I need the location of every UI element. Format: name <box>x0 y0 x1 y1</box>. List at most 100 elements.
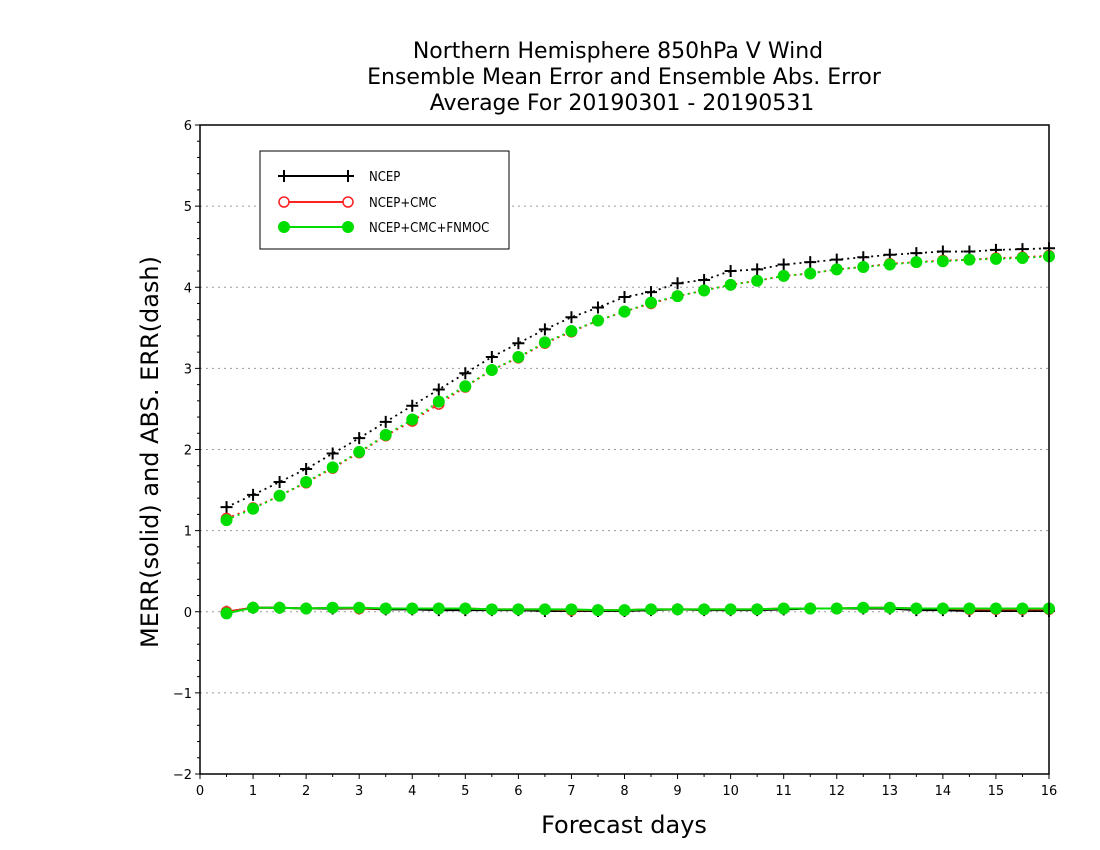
ncep-cmc-fnmoc-abs-err-point <box>512 351 525 364</box>
axis-ticks <box>195 124 1050 779</box>
ncep-cmc-fnmoc-abs-err-point <box>989 252 1002 265</box>
ncep-cmc-fnmoc-mean-err-point <box>565 603 578 616</box>
ncep-cmc-fnmoc-mean-err-point <box>698 603 711 616</box>
x-axis-label: Forecast days <box>541 811 707 839</box>
x-tick-label: 10 <box>722 784 739 799</box>
x-tick-label: 7 <box>567 784 575 799</box>
grid-lines <box>200 205 1049 694</box>
ncep-cmc-fnmoc-mean-err-point <box>618 604 631 617</box>
chart-title-line-3: Average For 20190301 - 20190531 <box>430 91 815 116</box>
ncep-abs-err-point <box>485 351 498 364</box>
ncep-cmc-fnmoc-abs-err-point <box>857 260 870 273</box>
ncep-cmc-fnmoc-abs-err-point <box>247 502 260 515</box>
ncep-cmc-fnmoc-abs-err-line <box>226 255 1050 521</box>
y-tick-label: −2 <box>173 768 192 783</box>
ncep-cmc-fnmoc-abs-err-point <box>485 363 498 376</box>
ncep-cmc-fnmoc-mean-err-point <box>273 601 286 614</box>
ncep-cmc-fnmoc-mean-err-point <box>963 602 976 615</box>
y-tick-label: 0 <box>184 606 192 621</box>
chart-title-line-1: Northern Hemisphere 850hPa V Wind <box>413 39 823 64</box>
x-tick-label: 11 <box>775 784 792 799</box>
legend: NCEP NCEP+CMC NCEP+CMC+FNMOC <box>259 150 510 250</box>
ncep-cmc-fnmoc-abs-err-point <box>459 380 472 393</box>
ncep-cmc-fnmoc-abs-err-point <box>883 258 896 271</box>
y-tick-label: −1 <box>173 687 192 702</box>
legend-label-ncep-cmc-fnmoc: NCEP+CMC+FNMOC <box>369 221 489 236</box>
x-tick-label: 3 <box>355 784 363 799</box>
ncep-cmc-fnmoc-abs-err-point <box>963 253 976 266</box>
ncep-abs-err-point <box>698 273 711 286</box>
ncep-abs-err-point <box>512 337 525 350</box>
ncep-abs-err-point <box>804 256 817 269</box>
ncep-cmc-fnmoc-mean-err-point <box>1016 602 1029 615</box>
ncep-cmc-fnmoc-abs-err-point <box>326 461 339 474</box>
legend-label-ncep-cmc: NCEP+CMC <box>369 196 437 211</box>
ncep-abs-err-line <box>226 247 1050 508</box>
x-tick-label: 5 <box>461 784 469 799</box>
legend-marker-ncep-cmc-fnmoc <box>342 221 354 233</box>
ncep-cmc-fnmoc-mean-err-point <box>804 602 817 615</box>
ncep-cmc-fnmoc-mean-err-point <box>300 602 313 615</box>
legend-marker-ncep-cmc-fnmoc <box>278 221 290 233</box>
ncep-cmc-fnmoc-mean-err-point <box>406 602 419 615</box>
ncep-abs-err-point <box>459 367 472 380</box>
ncep-abs-err-point <box>565 311 578 324</box>
x-tick-label: 9 <box>673 784 681 799</box>
ncep-cmc-fnmoc-mean-err-point <box>591 604 604 617</box>
ncep-cmc-fnmoc-mean-err-point <box>459 602 472 615</box>
plot-series <box>220 242 1055 620</box>
x-tick-label: 6 <box>514 784 522 799</box>
ncep-cmc-fnmoc-abs-err-point <box>751 274 764 287</box>
legend-marker-ncep-cmc <box>278 196 290 208</box>
x-tick-label: 1 <box>249 784 257 799</box>
ncep-cmc-fnmoc-abs-err-point <box>432 395 445 408</box>
x-tick-label: 14 <box>935 784 952 799</box>
ncep-abs-err-point <box>273 475 286 488</box>
ncep-abs-err-point <box>300 462 313 475</box>
series-ncep-cmc <box>220 249 1055 618</box>
ncep-abs-err-point <box>353 432 366 445</box>
y-tick-label: 2 <box>184 444 192 459</box>
ncep-abs-err-point <box>618 290 631 303</box>
ncep-cmc-fnmoc-mean-err-point <box>353 601 366 614</box>
ncep-abs-err-point <box>777 258 790 271</box>
ncep-cmc-fnmoc-mean-err-point <box>512 603 525 616</box>
ncep-cmc-fnmoc-mean-err-point <box>724 603 737 616</box>
legend-label-ncep: NCEP <box>369 170 400 185</box>
ncep-cmc-fnmoc-abs-err-point <box>645 296 658 309</box>
ncep-abs-err-point <box>326 447 339 460</box>
x-tick-label: 15 <box>988 784 1005 799</box>
legend-marker-ncep-cmc <box>342 196 354 208</box>
ncep-cmc-abs-err-line <box>226 254 1050 520</box>
ncep-abs-err-point <box>538 323 551 336</box>
y-axis-label: MERR(solid) and ABS. ERR(dash) <box>136 256 164 648</box>
y-tick-labels: −2 −1 0 1 2 3 4 5 6 <box>173 119 192 783</box>
x-tick-labels: 0 1 2 3 4 5 6 7 8 9 10 11 12 13 14 15 16 <box>196 784 1057 799</box>
x-tick-label: 13 <box>882 784 899 799</box>
ncep-cmc-fnmoc-mean-err-point <box>379 602 392 615</box>
y-tick-label: 1 <box>184 525 192 540</box>
ncep-cmc-fnmoc-abs-err-point <box>273 489 286 502</box>
legend-marker-ncep <box>278 170 290 182</box>
ncep-cmc-fnmoc-mean-err-point <box>883 601 896 614</box>
ncep-cmc-fnmoc-abs-err-point <box>830 263 843 276</box>
ncep-cmc-fnmoc-mean-err-point <box>989 602 1002 615</box>
ncep-abs-err-point <box>379 415 392 428</box>
ncep-abs-err-point <box>724 265 737 278</box>
ncep-cmc-fnmoc-abs-err-point <box>406 413 419 426</box>
ncep-cmc-fnmoc-abs-err-point <box>300 475 313 488</box>
ncep-cmc-fnmoc-abs-err-point <box>353 445 366 458</box>
chart-title: Northern Hemisphere 850hPa V Wind Ensemb… <box>367 39 882 116</box>
ncep-cmc-fnmoc-mean-err-point <box>220 607 233 620</box>
ncep-cmc-fnmoc-abs-err-point <box>724 278 737 291</box>
legend-box <box>259 150 510 250</box>
ncep-abs-err-point <box>220 501 233 514</box>
ncep-cmc-fnmoc-mean-err-point <box>830 602 843 615</box>
ncep-abs-err-point <box>432 383 445 396</box>
ncep-abs-err-point <box>751 263 764 276</box>
ncep-abs-err-point <box>645 286 658 299</box>
y-tick-label: 3 <box>184 362 192 377</box>
x-tick-label: 12 <box>828 784 845 799</box>
ncep-cmc-fnmoc-mean-err-point <box>432 602 445 615</box>
ncep-cmc-fnmoc-abs-err-point <box>671 290 684 303</box>
